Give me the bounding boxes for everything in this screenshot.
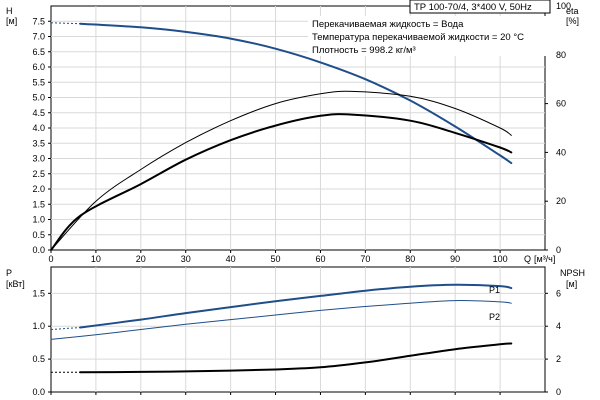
series-line-0-2 [50,113,513,251]
y-right-tick-label: 0 [556,245,561,255]
head-chart-grid [51,6,545,250]
series-line-1-2 [79,342,513,374]
y-left-tick-label: 4.5 [32,108,45,118]
head-chart-series [50,22,513,251]
y-left-tick-label: 7.5 [32,16,45,26]
y-left-tick-label: 1.5 [32,199,45,209]
y-right-tick-label: 60 [556,99,566,109]
info-line-liquid: Перекачиваемая жидкость = Вода [312,19,464,30]
x-tick-label: 50 [271,254,281,264]
series-line-1-0 [79,283,513,329]
power-chart-ticks: 0.0 0.5 1.0 1.5 0 2 4 6 [32,288,561,397]
series-line-0-0 [79,22,513,165]
y-left-tick-label: 6.0 [32,62,45,72]
power-axis-unit: [кВт] [6,279,25,289]
x-tick-label: 10 [91,254,101,264]
y-left-tick-label: 0.5 [32,230,45,240]
info-line-temperature: Температура перекачиваемой жидкости = 20… [312,32,524,43]
head-axis-label: H [6,6,13,16]
y-left-tick-label: 1.5 [32,288,45,298]
x-tick-label: 30 [181,254,191,264]
x-tick-label: 70 [360,254,370,264]
y-left-tick-label: 1.0 [32,321,45,331]
npsh-axis-label: NPSH [560,268,585,278]
x-tick-label: 80 [405,254,415,264]
y-left-tick-label: 3.0 [32,154,45,164]
series-label-p1: P1 [489,285,500,295]
x-tick-label: 0 [48,254,53,264]
y-left-tick-label: 2.5 [32,169,45,179]
series-line-0-1 [50,90,512,251]
x-tick-label: 60 [315,254,325,264]
y-left-tick-label: 5.0 [32,93,45,103]
y-right-tick-label: 4 [556,321,561,331]
y-left-tick-label: 0.5 [32,354,45,364]
y-left-tick-label: 5.5 [32,77,45,87]
eta-axis-unit: [%] [566,16,579,26]
y-left-tick-label: 1.0 [32,215,45,225]
y-left-tick-label: 6.5 [32,47,45,57]
y-right-tick-label: 40 [556,147,566,157]
y-right-tick-label: 20 [556,196,566,206]
x-tick-label: 20 [136,254,146,264]
flow-axis-unit: [м³/ч] [534,254,555,264]
y-right-tick-label: 0 [556,387,561,397]
power-axis-label: P [6,268,12,278]
y-right-tick-label: 6 [556,288,561,298]
y-left-tick-label: 2.0 [32,184,45,194]
info-box [308,16,550,56]
pump-model: TP 100-70/4, 3*400 V, 50Hz [414,2,532,13]
x-tick-label: 90 [450,254,460,264]
y-left-tick-label: 7.0 [32,32,45,42]
head-chart-ticks: 0 10 20 30 40 50 60 70 80 90 100 0.0 0.5 1.0 1.5 2.0 2.5… [32,1,571,264]
x-tick-label: 40 [226,254,236,264]
y-right-tick-label: 80 [556,50,566,60]
y-left-tick-label: 4.0 [32,123,45,133]
eta-axis-label: eta [566,6,579,16]
series-dashed-start [50,22,81,25]
y-right-tick-label: 100 [556,1,571,11]
model-box [409,0,551,14]
y-left-tick-label: 3.5 [32,138,45,148]
head-axis-unit: [м] [6,16,17,26]
series-dashed-start [50,327,81,330]
info-line-density: Плотность = 998.2 кг/м³ [312,45,416,56]
flow-axis-label: Q [524,254,531,264]
power-chart-grid [51,267,545,392]
y-right-tick-label: 2 [556,354,561,364]
x-tick-label: 100 [493,254,508,264]
series-line-1-1 [50,300,512,340]
npsh-axis-unit: [м] [566,279,577,289]
series-label-p2: P2 [489,312,500,322]
y-left-tick-label: 0.0 [32,387,45,397]
power-chart-series [50,283,513,374]
y-left-tick-label: 0.0 [32,245,45,255]
